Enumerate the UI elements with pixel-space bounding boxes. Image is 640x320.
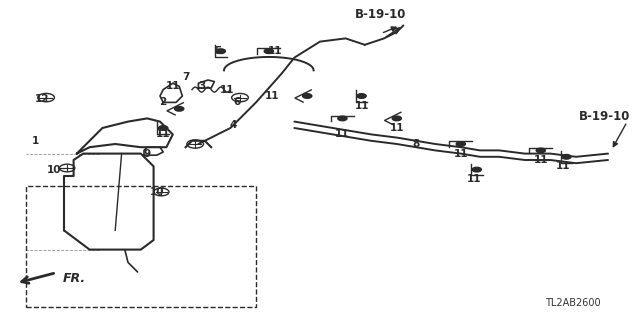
Text: FR.: FR.: [63, 272, 86, 285]
Circle shape: [392, 116, 401, 121]
Text: 9: 9: [143, 148, 151, 159]
Circle shape: [536, 148, 545, 153]
Text: 11: 11: [265, 91, 279, 101]
Text: B-19-10: B-19-10: [355, 8, 406, 21]
Circle shape: [456, 142, 465, 146]
Text: 10: 10: [150, 187, 164, 197]
Text: 11: 11: [335, 129, 349, 140]
Text: 10: 10: [47, 164, 61, 175]
Text: 11: 11: [268, 46, 282, 56]
Text: 8: 8: [412, 139, 420, 149]
Circle shape: [159, 126, 168, 130]
Circle shape: [303, 94, 312, 98]
Text: 7: 7: [182, 72, 189, 82]
Circle shape: [264, 49, 273, 53]
Text: TL2AB2600: TL2AB2600: [545, 298, 600, 308]
Text: 11: 11: [355, 100, 369, 111]
Circle shape: [562, 155, 571, 159]
Text: 3: 3: [198, 81, 205, 92]
Circle shape: [216, 49, 225, 53]
Text: B-19-10: B-19-10: [579, 110, 630, 123]
Text: 1: 1: [31, 136, 39, 146]
Circle shape: [472, 167, 481, 172]
Circle shape: [357, 94, 366, 98]
Text: 11: 11: [556, 161, 570, 172]
Text: 5: 5: [214, 46, 221, 56]
Text: 11: 11: [467, 174, 481, 184]
Text: 11: 11: [534, 155, 548, 165]
Text: 11: 11: [390, 123, 404, 133]
Circle shape: [175, 107, 184, 111]
Text: 6: 6: [233, 97, 241, 108]
Text: 11: 11: [166, 81, 180, 92]
Text: 11: 11: [156, 129, 170, 140]
Text: 12: 12: [35, 94, 49, 104]
Text: 2: 2: [159, 97, 167, 108]
Text: 11: 11: [220, 84, 234, 95]
Text: 11: 11: [454, 148, 468, 159]
Circle shape: [338, 116, 347, 121]
Text: 4: 4: [230, 120, 237, 130]
